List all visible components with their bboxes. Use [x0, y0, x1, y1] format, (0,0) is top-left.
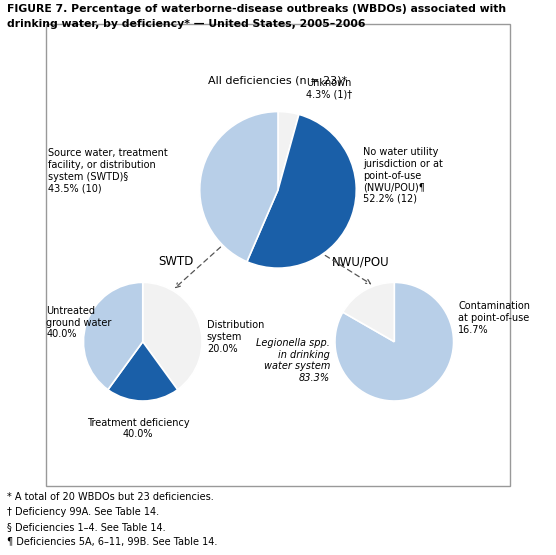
Text: Legionella spp.
in drinking
water system
83.3%: Legionella spp. in drinking water system… — [249, 339, 330, 383]
Text: FIGURE 7. Percentage of waterborne-disease outbreaks (WBDOs) associated with: FIGURE 7. Percentage of waterborne-disea… — [7, 4, 506, 14]
Wedge shape — [143, 282, 202, 390]
Wedge shape — [278, 112, 299, 190]
Text: NWU/POU: NWU/POU — [332, 255, 390, 268]
Text: * A total of 20 WBDOs but 23 deficiencies.
† Deficiency 99A. See Table 14.
§ Def: * A total of 20 WBDOs but 23 deficiencie… — [7, 492, 217, 547]
Text: Treatment deficiency
40.0%: Treatment deficiency 40.0% — [87, 417, 190, 439]
Wedge shape — [247, 114, 356, 268]
Text: Contamination
at point-of-use
16.7%: Contamination at point-of-use 16.7% — [458, 301, 530, 335]
Wedge shape — [343, 282, 394, 342]
Text: drinking water, by deficiency* — United States, 2005–2006: drinking water, by deficiency* — United … — [7, 19, 365, 29]
Text: No water utility
jurisdiction or at
point-of-use
(NWU/POU)¶
52.2% (12): No water utility jurisdiction or at poin… — [364, 148, 443, 204]
Text: Distribution
system
20.0%: Distribution system 20.0% — [207, 320, 264, 354]
Text: Unknown
4.3% (1)†: Unknown 4.3% (1)† — [306, 78, 353, 100]
Wedge shape — [335, 282, 454, 401]
Text: SWTD: SWTD — [158, 255, 193, 268]
Wedge shape — [108, 342, 177, 401]
Text: Source water, treatment
facility, or distribution
system (SWTD)§
43.5% (10): Source water, treatment facility, or dis… — [48, 149, 167, 193]
Text: Untreated
ground water
40.0%: Untreated ground water 40.0% — [47, 306, 112, 339]
Wedge shape — [83, 282, 143, 390]
Text: All deficiencies (n = 23)*: All deficiencies (n = 23)* — [208, 75, 348, 85]
Wedge shape — [200, 112, 278, 262]
